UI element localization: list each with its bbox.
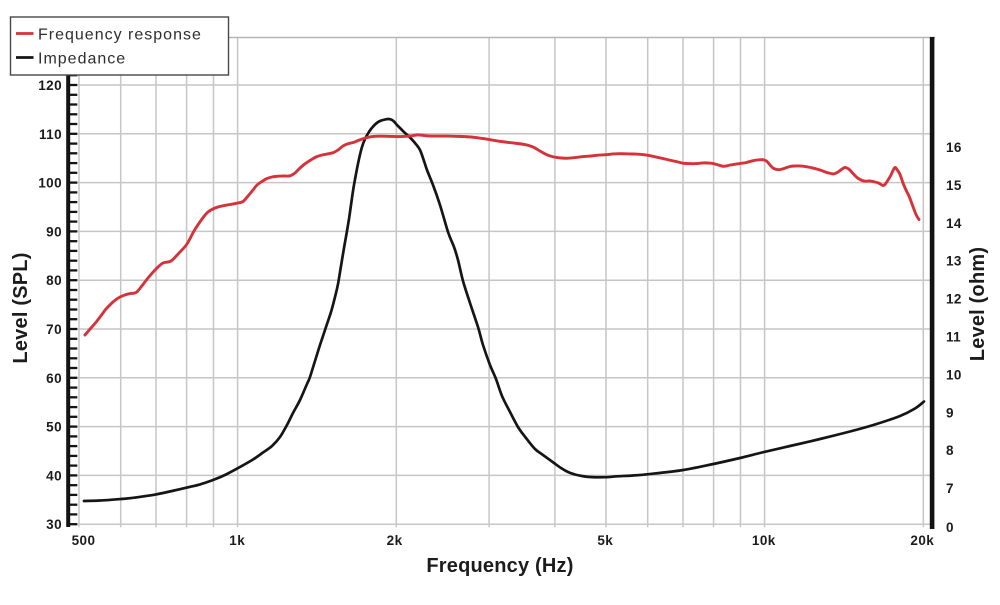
- svg-text:Impedance: Impedance: [38, 51, 126, 68]
- svg-text:20k: 20k: [910, 533, 934, 548]
- svg-text:7: 7: [946, 481, 954, 496]
- svg-text:110: 110: [39, 127, 62, 142]
- svg-text:13: 13: [946, 254, 962, 269]
- svg-text:90: 90: [46, 224, 62, 239]
- svg-text:70: 70: [46, 322, 62, 337]
- svg-text:120: 120: [38, 78, 62, 93]
- svg-text:11: 11: [946, 330, 961, 345]
- svg-text:14: 14: [946, 216, 962, 231]
- svg-text:Frequency response: Frequency response: [38, 27, 202, 44]
- svg-text:Level (SPL): Level (SPL): [10, 252, 32, 363]
- svg-text:60: 60: [46, 371, 62, 386]
- svg-text:0: 0: [946, 520, 954, 535]
- svg-text:2k: 2k: [387, 533, 403, 548]
- svg-text:12: 12: [946, 292, 962, 307]
- svg-text:10k: 10k: [752, 533, 776, 548]
- svg-text:16: 16: [946, 140, 962, 155]
- svg-text:30: 30: [46, 517, 62, 532]
- svg-text:Frequency (Hz): Frequency (Hz): [426, 555, 573, 577]
- svg-text:Level (ohm): Level (ohm): [967, 247, 989, 361]
- svg-text:10: 10: [946, 367, 962, 382]
- svg-text:80: 80: [46, 273, 62, 288]
- svg-text:40: 40: [46, 468, 62, 483]
- svg-text:100: 100: [38, 176, 62, 191]
- svg-text:5k: 5k: [597, 533, 613, 548]
- svg-text:500: 500: [72, 533, 96, 548]
- svg-text:50: 50: [46, 420, 62, 435]
- svg-text:15: 15: [946, 178, 962, 193]
- svg-text:9: 9: [946, 405, 954, 420]
- svg-text:8: 8: [946, 443, 954, 458]
- svg-text:1k: 1k: [229, 533, 245, 548]
